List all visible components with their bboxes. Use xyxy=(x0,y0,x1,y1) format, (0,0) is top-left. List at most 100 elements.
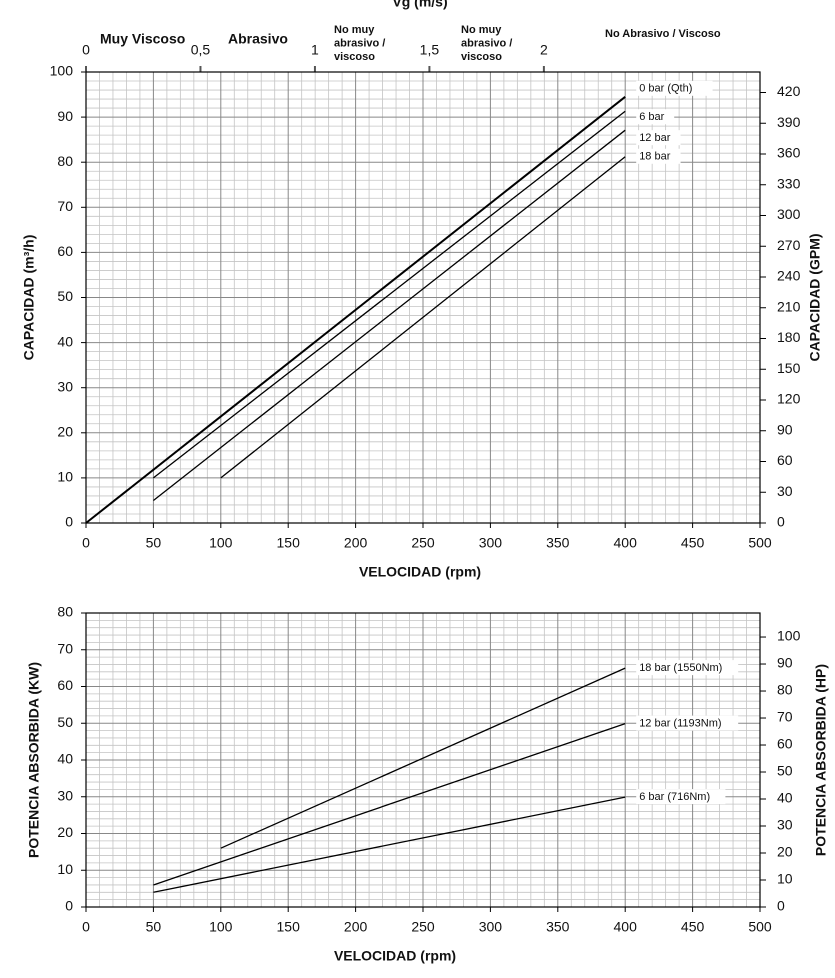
y-tick-label: 20 xyxy=(57,824,73,840)
x-axis-label: VELOCIDAD (rpm) xyxy=(359,564,481,580)
x-axis-label: VELOCIDAD (rpm) xyxy=(334,948,456,964)
y-tick-label: 90 xyxy=(57,108,73,124)
y2-tick-label: 240 xyxy=(777,268,801,284)
x-tick-label: 500 xyxy=(748,919,772,935)
y-axis-label: POTENCIA ABSORBIDA (KW) xyxy=(26,662,42,858)
y-tick-label: 80 xyxy=(57,153,73,169)
y2-tick-label: 150 xyxy=(777,360,801,376)
x-tick-label: 100 xyxy=(209,919,233,935)
y-tick-label: 20 xyxy=(57,424,73,440)
x-tick-label: 0 xyxy=(82,535,90,551)
series-label: 6 bar (716Nm) xyxy=(639,791,710,803)
y2-tick-label: 180 xyxy=(777,329,801,345)
annotation: Abrasivo xyxy=(228,31,288,47)
y2-tick-label: 10 xyxy=(777,871,793,887)
y2-tick-label: 90 xyxy=(777,655,793,671)
x2-axis-label: Vg (m/s) xyxy=(392,0,447,10)
y2-tick-label: 40 xyxy=(777,790,793,806)
y2-tick-label: 100 xyxy=(777,628,801,644)
x-tick-label: 300 xyxy=(479,535,503,551)
series-line xyxy=(153,796,626,893)
annotation: viscoso xyxy=(461,51,502,63)
y2-tick-label: 20 xyxy=(777,844,793,860)
x-tick-label: 350 xyxy=(546,535,570,551)
annotation: abrasivo / xyxy=(334,37,385,49)
series-label: 18 bar (1550Nm) xyxy=(639,662,722,674)
series-line xyxy=(220,667,626,849)
y2-tick-label: 50 xyxy=(777,763,793,779)
series-label: 18 bar xyxy=(639,151,671,163)
x-tick-label: 350 xyxy=(546,919,570,935)
y2-tick-label: 0 xyxy=(777,514,785,530)
annotation: abrasivo / xyxy=(461,37,512,49)
y2-tick-label: 0 xyxy=(777,898,785,914)
x-tick-label: 200 xyxy=(344,535,368,551)
y2-tick-label: 30 xyxy=(777,817,793,833)
x2-tick-label: 2 xyxy=(540,42,548,58)
y2-tick-label: 30 xyxy=(777,483,793,499)
series-label: 12 bar (1193Nm) xyxy=(639,718,721,730)
label-bg xyxy=(636,109,675,125)
y-tick-label: 10 xyxy=(57,861,73,877)
y-tick-label: 40 xyxy=(57,333,73,349)
x-tick-label: 400 xyxy=(614,919,638,935)
y2-tick-label: 300 xyxy=(777,206,801,222)
y2-tick-label: 330 xyxy=(777,175,801,191)
annotation: No Abrasivo / Viscoso xyxy=(605,28,721,40)
series-label: 12 bar xyxy=(639,132,671,144)
y-tick-label: 30 xyxy=(57,378,73,394)
series-label: 6 bar xyxy=(639,111,664,123)
label-bg xyxy=(636,715,739,731)
y2-tick-label: 60 xyxy=(777,736,793,752)
annotation: viscoso xyxy=(334,51,375,63)
y2-tick-label: 70 xyxy=(777,709,793,725)
y2-tick-label: 120 xyxy=(777,391,801,407)
y-tick-label: 50 xyxy=(57,288,73,304)
x2-tick-label: 1,5 xyxy=(420,42,440,58)
y2-tick-label: 60 xyxy=(777,452,793,468)
y-tick-label: 0 xyxy=(65,898,73,914)
series-line xyxy=(153,110,626,479)
y-tick-label: 60 xyxy=(57,243,73,259)
x-tick-label: 500 xyxy=(748,535,772,551)
label-bg xyxy=(636,130,681,146)
y-tick-label: 40 xyxy=(57,751,73,767)
series-line xyxy=(152,129,626,501)
y-tick-label: 60 xyxy=(57,677,73,693)
x-tick-label: 200 xyxy=(344,919,368,935)
y2-tick-label: 390 xyxy=(777,114,801,130)
x-tick-label: 150 xyxy=(277,919,301,935)
series-label: 0 bar (Qth) xyxy=(639,83,692,95)
series-line xyxy=(220,156,626,479)
y-tick-label: 10 xyxy=(57,469,73,485)
y2-tick-label: 360 xyxy=(777,145,801,161)
y-tick-label: 0 xyxy=(65,514,73,530)
label-bg xyxy=(636,660,739,676)
y2-tick-label: 80 xyxy=(777,682,793,698)
label-bg xyxy=(636,148,681,164)
plot-frame xyxy=(85,612,761,908)
x2-tick-label: 1 xyxy=(311,42,319,58)
plot-frame xyxy=(85,71,761,524)
annotation: No muy xyxy=(461,24,502,36)
y-tick-label: 50 xyxy=(57,714,73,730)
y-tick-label: 30 xyxy=(57,787,73,803)
x-tick-label: 150 xyxy=(277,535,301,551)
y-tick-label: 100 xyxy=(50,63,74,79)
x2-tick-label: 0,5 xyxy=(191,42,211,58)
x2-tick-label: 0 xyxy=(82,42,90,58)
annotation: Muy Viscoso xyxy=(100,31,185,47)
x-tick-label: 50 xyxy=(146,919,162,935)
y2-tick-label: 90 xyxy=(777,421,793,437)
label-bg xyxy=(636,80,713,96)
annotation: No muy xyxy=(334,24,375,36)
x-tick-label: 300 xyxy=(479,919,503,935)
x-tick-label: 0 xyxy=(82,919,90,935)
y2-tick-label: 420 xyxy=(777,83,801,99)
y-tick-label: 80 xyxy=(57,604,73,620)
y2-axis-label: CAPACIDAD (GPM) xyxy=(807,233,823,361)
series-line xyxy=(153,723,626,886)
x-tick-label: 450 xyxy=(681,535,705,551)
